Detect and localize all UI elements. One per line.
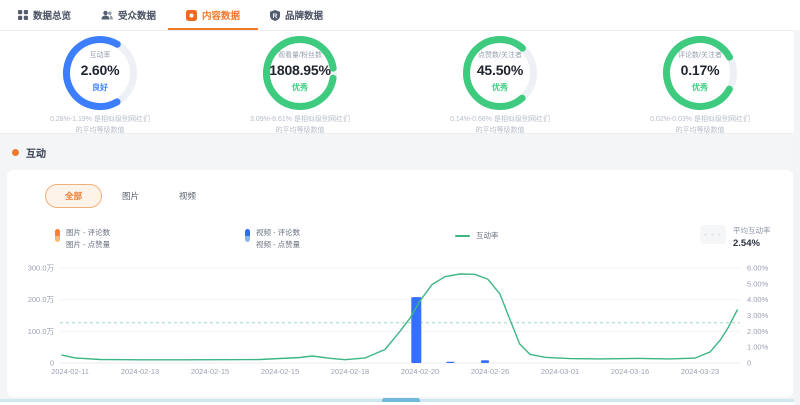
legend-item-engagement-rate[interactable]: 互动率 bbox=[455, 230, 499, 242]
dashed-line-icon[interactable]: - - - bbox=[700, 225, 726, 244]
legend-bar-icon-video bbox=[245, 229, 250, 242]
gauge-arc bbox=[63, 36, 137, 110]
x-axis-label: 2024-03-01 bbox=[541, 367, 579, 376]
gauge-grade: 良好 bbox=[92, 83, 108, 92]
average-engagement-box: - - - 平均互动率 2.54% bbox=[700, 225, 771, 249]
x-axis-label: 2024-03-16 bbox=[611, 367, 649, 376]
svg-text:R: R bbox=[273, 13, 278, 20]
nav-tab-content-data[interactable]: 内容数据 bbox=[168, 0, 259, 30]
bar-视频 bbox=[446, 361, 455, 363]
grid-icon bbox=[18, 10, 28, 20]
filter-tab-image[interactable]: 图片 bbox=[102, 184, 159, 208]
gauge-arc bbox=[263, 36, 337, 110]
x-axis-label: 2024-02-13 bbox=[121, 367, 159, 376]
metrics-summary-card: 互动率 2.60% 良好 0.28%-1.19% 是相似级别网红们 的平均等级数值… bbox=[0, 31, 800, 134]
legend-item-image[interactable]: 图片 - 评论数 图片 - 点赞量 bbox=[55, 227, 110, 250]
legend-item-video[interactable]: 视频 - 评论数 视频 - 点赞量 bbox=[245, 227, 300, 250]
y-axis-left-label: 300.0万 bbox=[28, 264, 55, 273]
x-axis-label: 2024-02-15 bbox=[191, 367, 229, 376]
gauge-arc-fill bbox=[462, 36, 537, 110]
nav-tab-label: 品牌数据 bbox=[285, 11, 324, 22]
interaction-chart-card: 全部 图片 视频 图片 - 评论数 图片 - 点赞量 视频 - 评论数 视频 - 点… bbox=[7, 170, 793, 397]
y-axis-left-label: 0 bbox=[50, 359, 54, 368]
nav-tab-label: 受众数据 bbox=[118, 11, 157, 22]
gauge-value: 1808.95% bbox=[269, 62, 331, 78]
y-axis-right-label: 0 bbox=[747, 359, 751, 368]
engagement-rate-line bbox=[61, 273, 738, 361]
brand-shield-icon: R bbox=[270, 9, 281, 21]
gauge-comments-per-follower: 评论数/关注者 0.17% 优秀 0.02%-0.03% 是相似级别网红们 的平均… bbox=[600, 35, 800, 134]
nav-tab-label: 数据总览 bbox=[33, 11, 72, 22]
media-filter-tabs: 全部 图片 视频 bbox=[45, 184, 216, 208]
legend-label: 视频 - 评论数 视频 - 点赞量 bbox=[256, 228, 301, 249]
content-icon bbox=[186, 9, 198, 21]
gauge-donut: 互动率 2.60% 良好 bbox=[62, 35, 138, 111]
gauge-arc-fill bbox=[263, 36, 337, 110]
gauge-benchmark-text: 3.09%-8.61% 是相似级别网红们 的平均等级数值 bbox=[250, 116, 350, 134]
nav-tab-data-overview[interactable]: 数据总览 bbox=[18, 0, 71, 30]
gauge-benchmark-text: 0.14%-0.66% 是相似级别网红们 的平均等级数值 bbox=[450, 116, 550, 134]
gauge-donut: 点赞数/关注者 45.50% 优秀 bbox=[462, 35, 538, 111]
gauge-grade: 优秀 bbox=[692, 83, 708, 92]
average-engagement-value: 2.54% bbox=[733, 238, 760, 249]
y-axis-right-label: 4.00% bbox=[747, 295, 769, 304]
nav-tab-audience-data[interactable]: 受众数据 bbox=[101, 0, 156, 30]
x-axis-label: 2024-02-18 bbox=[331, 367, 369, 376]
x-axis-label: 2024-02-15 bbox=[261, 367, 299, 376]
gauge-value: 45.50% bbox=[476, 62, 524, 78]
y-axis-left-label: 100.0万 bbox=[28, 327, 55, 336]
gauge-title: 互动率 bbox=[89, 52, 111, 59]
filter-tab-video[interactable]: 视频 bbox=[159, 184, 216, 208]
legend-line-icon bbox=[455, 235, 470, 237]
nav-tab-label: 内容数据 bbox=[202, 11, 241, 22]
top-nav: 数据总览 受众数据 内容数据 R 品牌数据 bbox=[0, 0, 800, 31]
interaction-section-header: 互动 bbox=[0, 134, 800, 170]
y-axis-right-label: 2.00% bbox=[747, 327, 769, 336]
bar-视频 bbox=[411, 297, 422, 363]
bottom-spacer bbox=[0, 402, 800, 405]
y-axis-left-label: 200.0万 bbox=[28, 295, 55, 304]
gauge-arc bbox=[663, 36, 737, 110]
x-axis-label: 2024-03-23 bbox=[681, 367, 719, 376]
gauge-grade: 优秀 bbox=[492, 83, 508, 92]
gauge-grade: 优秀 bbox=[292, 83, 308, 92]
vertical-scrollbar-track[interactable] bbox=[794, 30, 800, 405]
section-bullet-icon bbox=[12, 148, 19, 156]
nav-tab-brand-data[interactable]: R 品牌数据 bbox=[270, 0, 323, 30]
filter-tab-all[interactable]: 全部 bbox=[45, 184, 103, 208]
legend-label: 互动率 bbox=[476, 231, 499, 240]
gauge-likes-per-follower: 点赞数/关注者 45.50% 优秀 0.14%-0.66% 是相似级别网红们 的平… bbox=[400, 35, 600, 134]
x-axis-label: 2024-02-26 bbox=[471, 367, 509, 376]
interaction-trend-chart[interactable]: 0 100.0万 200.0万 300.0万 0 1.00% 2.00% 3.00% 4.00%… bbox=[7, 260, 793, 378]
gauge-engagement-rate: 互动率 2.60% 良好 0.28%-1.19% 是相似级别网红们 的平均等级数值 bbox=[0, 35, 200, 134]
gauge-value: 0.17% bbox=[680, 62, 720, 78]
gauge-views-per-follower: 观看量/粉丝数 1808.95% 优秀 3.09%-8.61% 是相似级别网红们… bbox=[200, 35, 400, 134]
audience-icon bbox=[101, 10, 113, 20]
gauge-title: 观看量/粉丝数 bbox=[278, 52, 322, 59]
legend-label: 图片 - 评论数 图片 - 点赞量 bbox=[66, 228, 111, 249]
gauge-donut: 观看量/粉丝数 1808.95% 优秀 bbox=[262, 35, 338, 111]
x-axis-label: 2024-02-11 bbox=[51, 367, 89, 376]
y-axis-right-label: 5.00% bbox=[747, 279, 769, 288]
gauge-title: 点赞数/关注者 bbox=[478, 52, 522, 59]
legend-bar-icon-image bbox=[55, 229, 60, 242]
x-axis-label: 2024-02-20 bbox=[401, 367, 439, 376]
gauge-benchmark-text: 0.28%-1.19% 是相似级别网红们 的平均等级数值 bbox=[50, 116, 150, 134]
gauge-arc-fill bbox=[663, 36, 737, 110]
y-axis-right-label: 1.00% bbox=[747, 343, 769, 352]
gauge-title: 评论数/关注者 bbox=[678, 52, 722, 59]
y-axis-right-label: 6.00% bbox=[747, 264, 769, 273]
gauge-arc-fill bbox=[63, 36, 137, 110]
average-engagement-label: 平均互动率 bbox=[733, 226, 771, 235]
gauge-benchmark-text: 0.02%-0.03% 是相似级别网红们 的平均等级数值 bbox=[650, 116, 750, 134]
bar-视频 bbox=[481, 360, 489, 363]
y-axis-right-label: 3.00% bbox=[747, 311, 769, 320]
gauge-donut: 评论数/关注者 0.17% 优秀 bbox=[662, 35, 738, 111]
horizontal-scrollbar-thumb[interactable] bbox=[382, 398, 420, 403]
gauge-arc bbox=[462, 36, 537, 110]
gauge-value: 2.60% bbox=[80, 62, 120, 78]
section-title: 互动 bbox=[26, 148, 46, 160]
